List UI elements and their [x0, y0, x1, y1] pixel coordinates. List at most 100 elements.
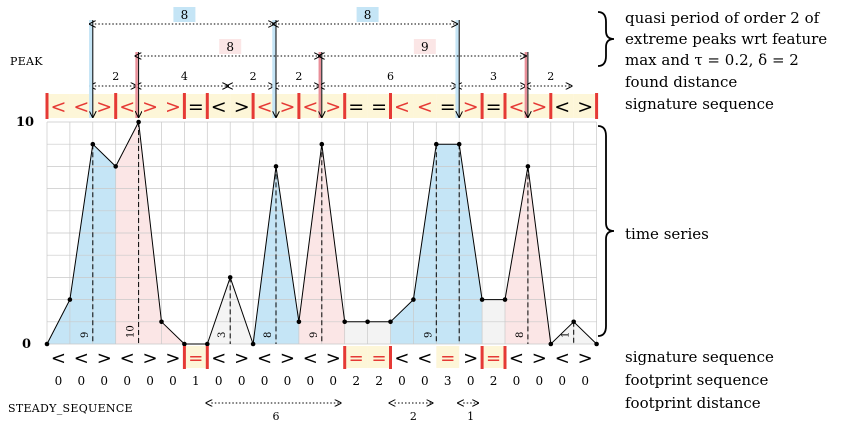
- steady-distance-label: 6: [273, 410, 280, 423]
- signature-bottom-symbol: >: [280, 348, 295, 369]
- signature-top-symbol: <: [394, 96, 410, 118]
- signature-bottom-symbol: =: [440, 348, 455, 369]
- blue-quasi-period-label: 8: [364, 8, 372, 22]
- time-series-layer: 9 10 3 8 9 9 8 1: [44, 119, 599, 347]
- signature-top-symbol: >: [531, 96, 547, 118]
- time-series-point: [571, 319, 576, 325]
- footprint-value: 0: [513, 374, 521, 388]
- signature-top-cell: [436, 94, 460, 118]
- signature-top-cell: [253, 94, 276, 118]
- signature-bottom-symbol: <: [417, 348, 432, 369]
- brace-layer: [597, 11, 615, 337]
- signature-top-symbol: >: [165, 96, 181, 118]
- signature-bottom-cell: [367, 346, 391, 368]
- signature-top-symbol: <: [119, 96, 135, 118]
- signature-layer: < < > < > > = < > < > < > = = < < = > = < > < > < < > < > > = < > < > < > = = <…: [45, 93, 599, 369]
- signature-bottom-symbol: =: [349, 348, 364, 369]
- signature-bottom-symbol: >: [532, 348, 547, 369]
- peak-fill-0: [47, 144, 116, 344]
- time-series-point: [594, 341, 599, 347]
- time-series-point: [411, 297, 416, 302]
- signature-bottom-symbol: >: [234, 348, 249, 369]
- blue-quasi-period-label-box: [173, 7, 196, 22]
- signature-top-cell: [344, 94, 368, 118]
- signature-top-cell: [527, 94, 551, 118]
- signature-top-symbol: >: [96, 96, 112, 118]
- footprint-value: 0: [55, 374, 63, 388]
- peak-max-label: 8: [515, 332, 526, 338]
- signature-top-cell: [367, 94, 391, 118]
- signature-top-symbol: <: [508, 96, 524, 118]
- footprint-value: 0: [123, 374, 131, 388]
- time-series-point: [250, 341, 256, 347]
- signature-top-symbol: >: [325, 96, 341, 118]
- time-series-point: [227, 275, 233, 280]
- footprint-value: 0: [398, 374, 406, 388]
- signature-top-symbol: =: [348, 96, 364, 118]
- time-series-point: [319, 141, 325, 147]
- signature-top-cell: [207, 94, 231, 118]
- time-series-point: [456, 141, 462, 147]
- signature-top-caption: signature sequence: [625, 95, 774, 113]
- signature-top-cell: [459, 94, 483, 118]
- time-series-point: [434, 141, 439, 147]
- quasi-period-caption-3: max and τ = 0.2, δ = 2: [625, 51, 799, 69]
- signature-top-cell: [573, 94, 597, 118]
- signature-bottom-symbol: >: [165, 348, 180, 369]
- signature-top-cell: [321, 94, 345, 118]
- signature-top-cell: [413, 94, 437, 118]
- footprint-value: 0: [78, 374, 86, 388]
- found-distance-label: 3: [490, 70, 497, 83]
- signature-top-symbol: <: [417, 96, 433, 118]
- footprint-value: 2: [375, 374, 383, 388]
- footprint-value: 0: [581, 374, 589, 388]
- time-series-point: [525, 164, 531, 169]
- blue-quasi-period-label: 8: [181, 8, 189, 22]
- peak-max-label: 8: [263, 332, 274, 338]
- signature-top-cell: [550, 94, 574, 118]
- peak-max-label: 9: [423, 332, 434, 338]
- found-distance-label: 2: [295, 70, 302, 83]
- signature-top-cell: [115, 94, 139, 118]
- signature-bottom-cell: [344, 346, 368, 368]
- footprint-value: 0: [536, 374, 544, 388]
- top-annotations-layer: 2 4 2 2 6 3 2 8 8 8 9: [91, 7, 572, 118]
- signature-bottom-symbol: >: [143, 348, 158, 369]
- signature-bottom-symbol: >: [578, 348, 593, 369]
- signature-top-symbol: =: [188, 96, 204, 118]
- signature-top-symbol: <: [211, 96, 227, 118]
- y-max-label: 10: [16, 115, 34, 130]
- signature-top-cell: [482, 94, 505, 118]
- signature-bottom-symbol: =: [372, 348, 387, 369]
- signature-bottom-symbol: =: [188, 348, 203, 369]
- peak-max-label: 3: [217, 332, 228, 338]
- signature-top-symbol: =: [486, 96, 502, 118]
- quasi-period-caption-1: quasi period of order 2 of: [625, 9, 820, 27]
- signature-bottom-symbol: =: [486, 348, 501, 369]
- footprint-distance-caption: footprint distance: [625, 394, 761, 412]
- time-series-point: [296, 319, 302, 325]
- signature-top-symbol: <: [50, 96, 66, 118]
- found-distance-label: 4: [181, 70, 188, 83]
- signature-top-cell: [92, 94, 116, 118]
- found-distance-label: 2: [250, 70, 257, 83]
- signature-bottom-symbol: <: [394, 348, 409, 369]
- found-distance-label: 6: [387, 70, 394, 83]
- footprint-value: 0: [261, 374, 269, 388]
- signature-top-symbol: >: [142, 96, 158, 118]
- signature-bottom-symbol: <: [211, 348, 226, 369]
- time-series-point: [479, 297, 485, 302]
- signature-top-symbol: >: [463, 96, 479, 118]
- signature-bottom-symbol: <: [51, 348, 66, 369]
- footprint-value: 0: [284, 374, 292, 388]
- footprint-value: 0: [558, 374, 566, 388]
- pink-quasi-period-label: 8: [226, 40, 234, 54]
- footprint-value: 0: [100, 374, 108, 388]
- signature-top-symbol: =: [440, 96, 456, 118]
- signature-top-cell: [69, 94, 93, 118]
- signature-top-cell: [276, 94, 299, 118]
- time-series-point: [365, 319, 370, 325]
- signature-top-symbol: >: [577, 96, 593, 118]
- signature-top-cell: [138, 94, 162, 118]
- time-series-point: [136, 119, 141, 125]
